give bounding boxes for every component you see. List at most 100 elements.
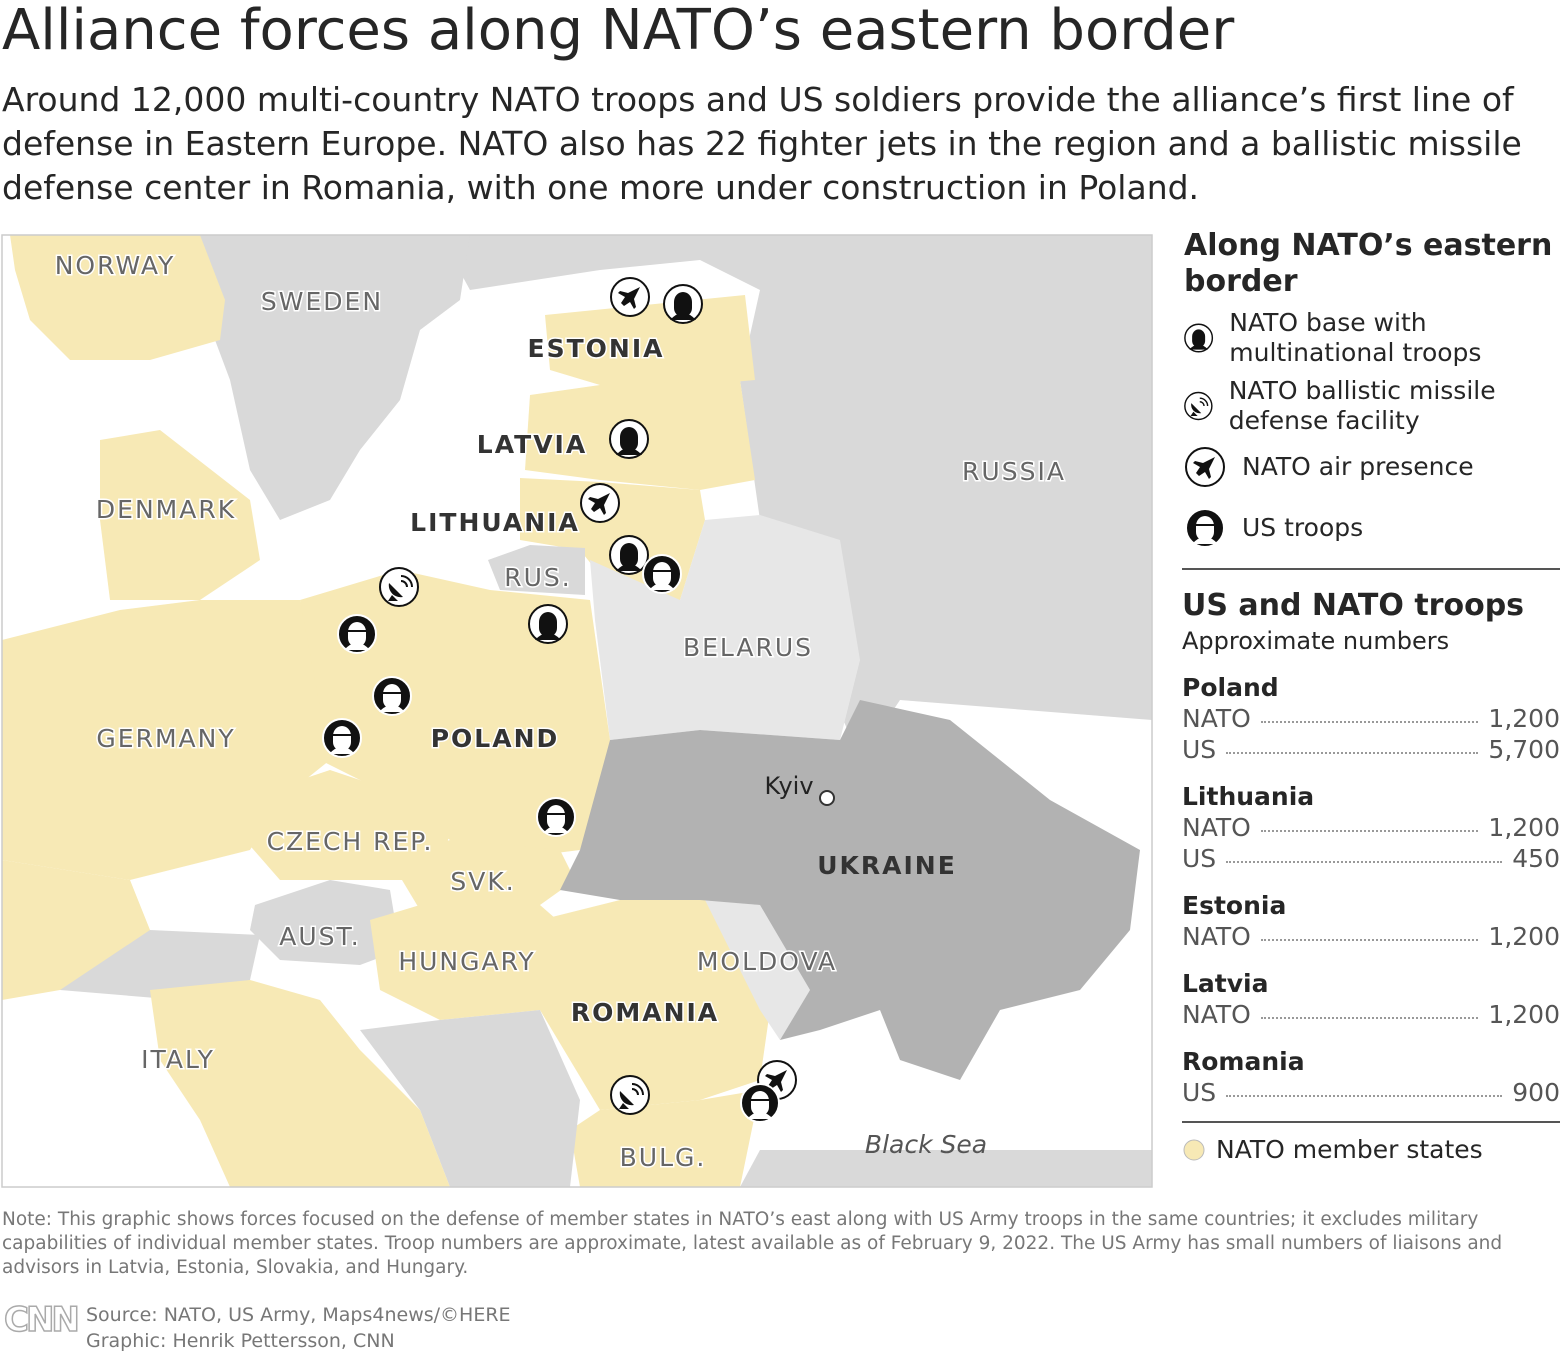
map-icon <box>610 277 650 317</box>
legend-label: NATO air presence <box>1242 452 1474 481</box>
country-label: RUSSIA <box>962 457 1066 486</box>
country-name: Latvia <box>1182 969 1269 998</box>
troop-value: 1,200 <box>1488 813 1560 842</box>
country-name: Lithuania <box>1182 782 1315 811</box>
legend-icon <box>1184 391 1213 421</box>
leader <box>1260 830 1479 832</box>
logo: CNN <box>3 1299 80 1341</box>
troop-table: Poland NATO 1,200 US 5,700 Lithuania NATO 1,200… <box>1182 673 1560 1107</box>
country-label: NORWAY <box>55 251 176 280</box>
side-panel: Along NATO’s eastern border NATO base wi… <box>1182 228 1560 1164</box>
map-icon <box>740 1083 780 1123</box>
troop-row: US 5,700 <box>1182 735 1560 764</box>
map-icon <box>379 567 419 607</box>
troop-value: 900 <box>1512 1078 1560 1107</box>
troop-value: 450 <box>1512 844 1560 873</box>
legend-item: NATO ballistic missile defense facility <box>1182 376 1560 436</box>
map-icon <box>609 535 649 575</box>
troop-value: 1,200 <box>1488 704 1560 733</box>
map-icon <box>337 614 377 654</box>
force-label: US <box>1182 844 1217 873</box>
troop-row: NATO 1,200 <box>1182 813 1560 842</box>
legend-title: Along NATO’s eastern border <box>1184 228 1553 299</box>
legend-item: NATO base with multinational troops <box>1182 308 1560 368</box>
table-title: US and NATO troops <box>1182 588 1525 623</box>
map-icon <box>536 797 576 837</box>
country-label: ESTONIA <box>528 334 665 363</box>
legend-item: US troops <box>1182 498 1560 558</box>
credit: Graphic: Henrik Pettersson, CNN <box>86 1330 395 1352</box>
country-label: MOLDOVA <box>697 947 837 976</box>
country-label: CZECH REP. <box>267 827 434 856</box>
troop-row: US 450 <box>1182 844 1560 873</box>
credits: Source: NATO, US Army, Maps4news/©HERE G… <box>86 1302 511 1354</box>
force-label: NATO <box>1182 922 1251 951</box>
legend-icon <box>1184 323 1214 353</box>
country-label: GERMANY <box>96 724 235 753</box>
country-label: SWEDEN <box>261 287 383 316</box>
city-label: Kyiv <box>764 772 813 800</box>
troop-value: 5,700 <box>1488 735 1560 764</box>
legend-label: NATO ballistic missile defense facility <box>1228 376 1496 435</box>
country-label: POLAND <box>431 724 560 753</box>
leader <box>1260 1017 1479 1019</box>
separator <box>1182 568 1560 570</box>
leader <box>1260 939 1479 941</box>
troop-row: NATO 1,200 <box>1182 922 1560 951</box>
leader <box>1260 721 1479 723</box>
title: Alliance forces along NATO’s eastern bor… <box>2 0 1235 63</box>
legend-item: NATO air presence <box>1182 444 1560 490</box>
sea-label: Black Sea <box>865 1130 987 1159</box>
map-shapes <box>2 235 1152 1187</box>
troop-value: 1,200 <box>1488 1000 1560 1029</box>
map-icon <box>322 718 362 758</box>
country-label: LATVIA <box>477 430 587 459</box>
legend-label: US troops <box>1242 513 1364 542</box>
country-label: BELARUS <box>683 633 813 662</box>
country-label: SVK. <box>450 867 515 896</box>
map-icon <box>642 554 682 594</box>
member-swatch <box>1183 1139 1205 1160</box>
country-label: HUNGARY <box>398 947 535 976</box>
country-name: Poland <box>1182 673 1279 702</box>
source: Source: NATO, US Army, Maps4news/©HERE <box>86 1304 511 1326</box>
country-label: DENMARK <box>96 495 236 524</box>
map-frame <box>1 234 1153 1188</box>
map-icon <box>580 483 620 523</box>
city-marker <box>819 790 835 806</box>
legend-label: NATO base with multinational troops <box>1229 308 1482 367</box>
legend-icon <box>1185 447 1225 487</box>
troop-row: NATO 1,200 <box>1182 1000 1560 1029</box>
map-icon <box>609 419 649 459</box>
map: NORWAY SWEDEN ESTONIA LATVIA LITHUANIA DENMAR… <box>1 234 1153 1188</box>
map-icon <box>610 1075 650 1115</box>
member-legend: NATO member states <box>1182 1135 1560 1164</box>
force-label: US <box>1182 735 1217 764</box>
member-label: NATO member states <box>1216 1135 1483 1164</box>
map-icon <box>372 676 412 716</box>
country-label: ROMANIA <box>571 998 719 1027</box>
legend-icon <box>1185 508 1225 548</box>
separator <box>1182 1121 1560 1123</box>
force-label: US <box>1182 1078 1217 1107</box>
leader <box>1226 1095 1503 1097</box>
country-name: Romania <box>1182 1047 1305 1076</box>
leader <box>1226 861 1503 863</box>
note: Note: This graphic shows forces focused … <box>2 1209 1503 1278</box>
country-label: ITALY <box>141 1045 215 1074</box>
country-label: RUS. <box>504 563 572 592</box>
force-label: NATO <box>1182 813 1251 842</box>
force-label: NATO <box>1182 704 1251 733</box>
troop-row: US 900 <box>1182 1078 1560 1107</box>
subtitle: Around 12,000 multi-country NATO troops … <box>2 80 1522 207</box>
country-label: LITHUANIA <box>410 508 580 537</box>
map-icon <box>663 284 703 324</box>
map-icon <box>528 604 568 644</box>
country-label: AUST. <box>279 922 361 951</box>
country-name: Estonia <box>1182 891 1287 920</box>
troop-value: 1,200 <box>1488 922 1560 951</box>
table-subtitle: Approximate numbers <box>1182 627 1450 655</box>
country-label: BULG. <box>620 1143 707 1172</box>
leader <box>1226 752 1479 754</box>
